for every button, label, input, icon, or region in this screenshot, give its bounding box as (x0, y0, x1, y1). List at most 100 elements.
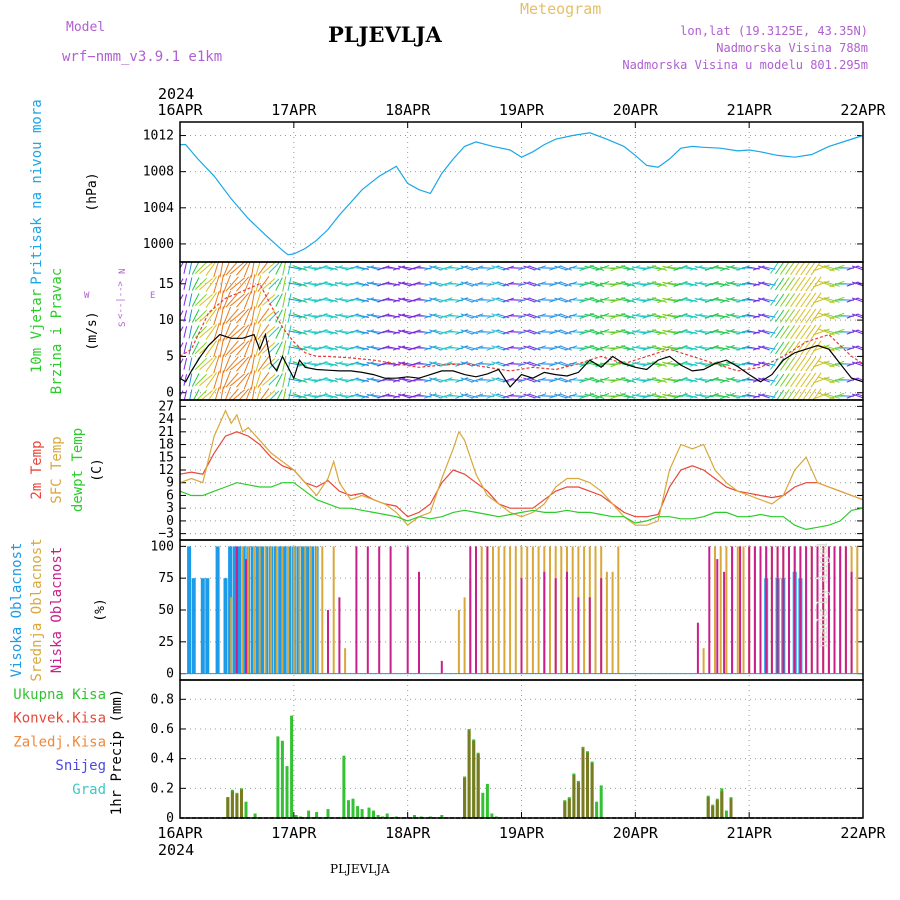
wind-arrow (255, 355, 262, 373)
total-precip-bar (326, 809, 330, 818)
wind-arrow (287, 277, 292, 291)
wind-arrow (261, 342, 276, 354)
wind-arrow (392, 377, 405, 383)
wind-arrow (652, 377, 668, 383)
wind-arrow (298, 281, 312, 287)
panels (180, 122, 863, 819)
wind-arrow (455, 297, 468, 303)
wind-arrow (429, 313, 442, 319)
wind-arrow (392, 281, 405, 287)
wind-arrow (523, 393, 536, 399)
wind-arrow (257, 356, 270, 372)
wind-arrow (213, 322, 220, 342)
wind-arrow (292, 281, 308, 287)
total-precip-bar (285, 766, 289, 818)
wind-arrow (779, 357, 790, 371)
wind-arrow (261, 326, 276, 338)
wind-arrow (797, 388, 806, 400)
wind-arrow (857, 361, 863, 365)
wind-arrow (523, 281, 536, 287)
wind-arrow (781, 389, 790, 400)
wind-arrow (298, 345, 312, 351)
high-cloud-bar (200, 578, 205, 674)
wind-arrow (615, 266, 631, 270)
wind-arrow (486, 361, 500, 367)
wind-arrow (257, 324, 270, 340)
wind-arrow (657, 264, 673, 272)
y-tick-label: 10 (158, 313, 174, 328)
wind-arrow (528, 313, 541, 319)
wind-arrow (350, 346, 365, 350)
mid-cloud-bar (549, 546, 551, 674)
wind-arrow (497, 377, 510, 383)
wind-arrow (392, 345, 405, 351)
wind-arrow (219, 370, 224, 390)
wind-arrow (222, 290, 231, 310)
wind-arrow (350, 330, 365, 334)
wind-arrow (255, 371, 262, 389)
mid-cloud-bar (571, 546, 574, 674)
wind-arrow (590, 265, 605, 271)
mid-cloud-bar (497, 546, 500, 674)
wind-arrow (329, 329, 343, 335)
low-cloud-bar (827, 546, 830, 674)
wind-arrow (225, 262, 239, 276)
wind-arrow (194, 341, 207, 355)
wind-arrow (193, 389, 200, 400)
wind-arrow (350, 314, 365, 318)
total-precip-bar (485, 783, 489, 818)
y-tick-label: 5 (166, 349, 174, 364)
low-cloud-bar (776, 546, 779, 674)
wind-arrow (595, 377, 610, 383)
wind-sublabel: Brzina i Pravac (49, 268, 65, 394)
wind-arrow (205, 308, 218, 324)
wind-arrow (429, 345, 442, 351)
mid-cloud-bar (457, 610, 460, 674)
x-tick-label-top: 22APR (840, 101, 886, 119)
wind-arrow (497, 361, 510, 367)
wind-arrow (298, 297, 312, 303)
wind-arrow (652, 329, 668, 335)
wind-arrow (199, 294, 213, 306)
low-cloud-bar (816, 546, 819, 674)
wind-label: 10m Vjetar (29, 289, 45, 373)
temp-unit: (C) (90, 458, 105, 481)
wind-arrow (245, 386, 252, 400)
wind-speed-line (179, 332, 864, 388)
wind-arrow (329, 345, 343, 351)
wind-arrow (595, 281, 610, 287)
wind-arrow (823, 281, 840, 287)
wind-arrow (205, 324, 218, 340)
wind-arrow (329, 265, 343, 271)
wind-arrow (183, 326, 188, 338)
wind-arrow (517, 361, 531, 367)
wind-arrow (361, 377, 375, 383)
wind-arrow (810, 372, 822, 388)
wind-arrow (366, 265, 380, 271)
high-cloud-bar (287, 546, 292, 674)
wind-arrow (491, 297, 505, 303)
mid-cloud-bar (617, 546, 620, 674)
wind-arrow (180, 390, 184, 398)
wind-arrow (790, 276, 801, 292)
legend-snow: Snijeg (55, 758, 106, 774)
wind-arrow (647, 282, 662, 286)
cloud-unit: (%) (93, 598, 108, 621)
wind-arrow (790, 324, 801, 340)
wind-arrow (846, 393, 859, 399)
wind-arrow (694, 313, 709, 319)
wind-arrow (725, 297, 740, 303)
mid-cloud-bar (503, 546, 506, 674)
conv-precip-bar (715, 800, 719, 818)
wind-arrow (812, 280, 830, 288)
conv-precip-bar (586, 752, 589, 818)
wind-arrow (236, 324, 250, 340)
wind-arrow (584, 265, 600, 271)
wind-arrow (288, 394, 302, 398)
model-elevation-label: Nadmorska Visina u modelu 801.295m (622, 58, 868, 72)
wind-arrow (647, 394, 662, 398)
low-cloud-bar (696, 622, 699, 674)
high-cloud-bar (282, 546, 287, 674)
wind-arrow (392, 313, 405, 319)
wind-arrow (194, 277, 207, 291)
